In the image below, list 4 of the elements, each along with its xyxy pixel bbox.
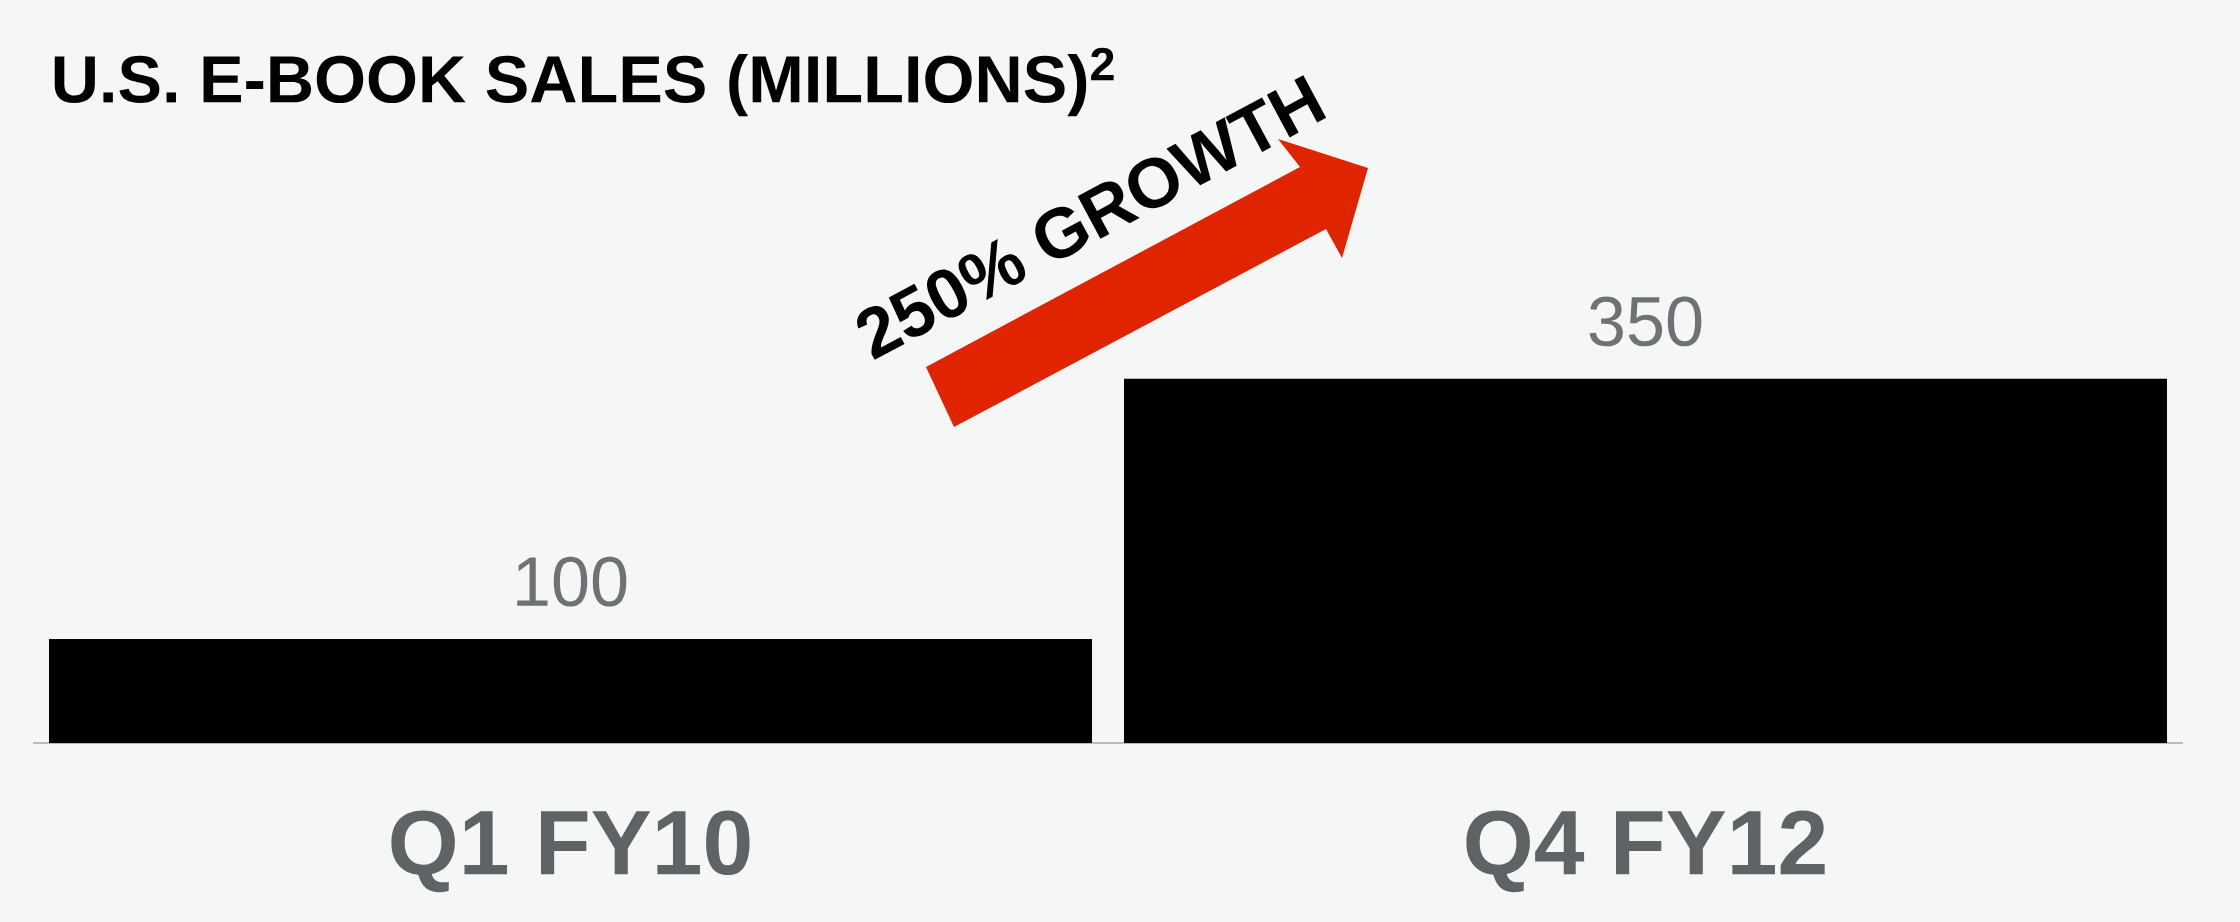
data-label: 350 (1589, 296, 1702, 347)
data-label: 100 (517, 556, 627, 607)
x-tick-label: Q4 FY12 (1466, 810, 1825, 893)
x-tick-label: Q1 FY10 (391, 810, 750, 893)
